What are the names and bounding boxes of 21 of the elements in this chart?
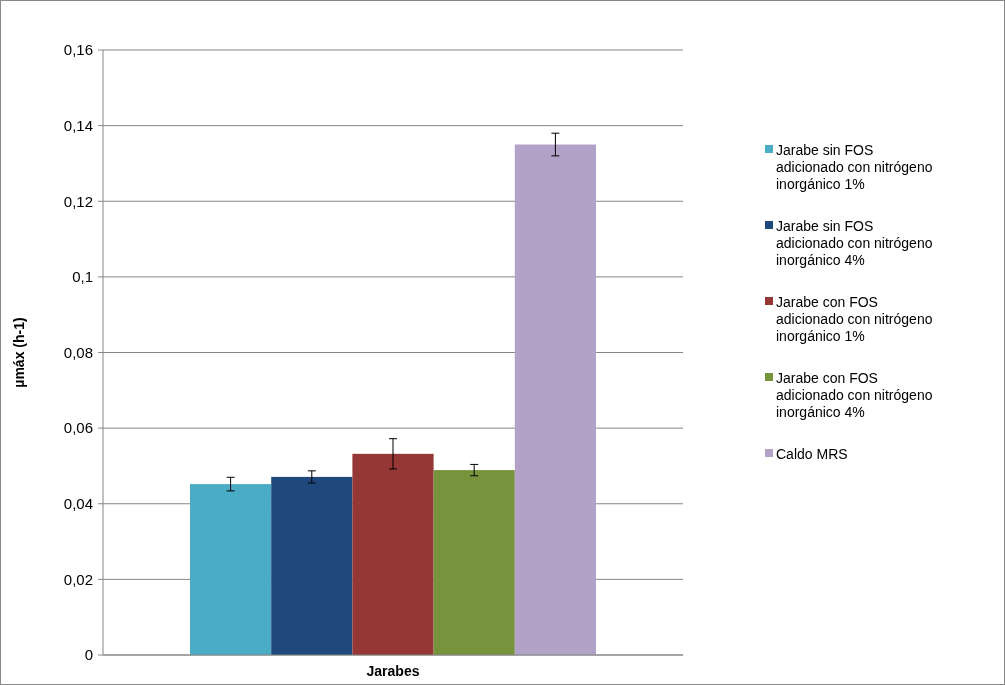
y-tick-label: 0,04 <box>63 495 93 512</box>
legend-label: Jarabe con FOS adicionado con nitrógeno inorgánico 1% <box>776 293 933 344</box>
y-tick-label: 0,02 <box>63 570 93 588</box>
bar <box>433 470 515 655</box>
y-axis-title: µmáx (h-1) <box>11 317 27 388</box>
legend-label: Caldo MRS <box>776 445 848 462</box>
y-tick-label: 0,16 <box>63 41 93 59</box>
legend-label: Jarabe sin FOS adicionado con nitrógeno inorgánico 4% <box>776 217 933 268</box>
bar <box>352 453 434 655</box>
bar <box>514 144 596 655</box>
legend-label: Jarabe sin FOS adicionado con nitrógeno inorgánico 1% <box>776 141 933 192</box>
bar <box>190 484 272 655</box>
y-tick-label: 0,08 <box>63 343 93 361</box>
y-tick-label: 0,06 <box>63 419 93 437</box>
bar <box>271 476 353 655</box>
y-tick-label: 0,14 <box>63 116 93 134</box>
y-tick-label: 0,12 <box>63 192 93 210</box>
y-tick-label: 0,1 <box>72 268 93 286</box>
legend-label: Jarabe con FOS adicionado con nitrógeno inorgánico 4% <box>776 369 933 420</box>
x-axis-title: Jarabes <box>366 663 420 679</box>
y-tick-label: 0 <box>84 646 93 664</box>
